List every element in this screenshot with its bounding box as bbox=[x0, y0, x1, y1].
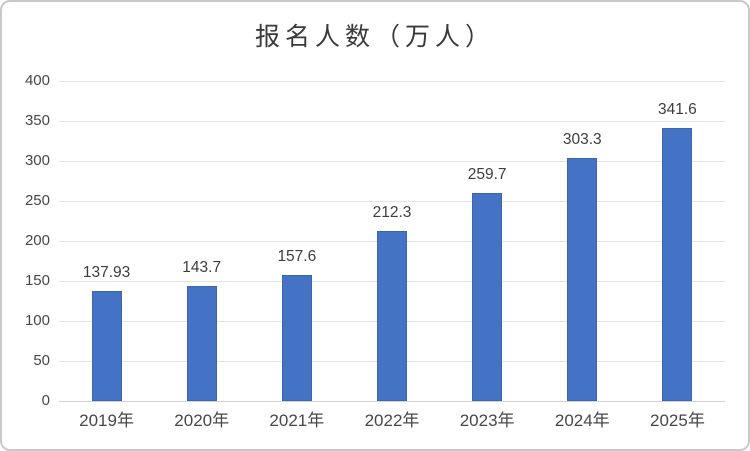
x-axis-line bbox=[59, 400, 725, 402]
bar-value-label: 157.6 bbox=[277, 247, 317, 265]
bar-value-label: 341.6 bbox=[658, 100, 697, 118]
bar-value-label: 212.3 bbox=[372, 204, 412, 222]
x-axis-tick-label: 2020年 bbox=[174, 411, 230, 430]
bar-value-label: 137.93 bbox=[82, 263, 131, 281]
y-axis-tick-label: 250 bbox=[24, 192, 50, 209]
y-axis-tick-label: 50 bbox=[33, 352, 50, 369]
bar-2024年 bbox=[567, 158, 598, 401]
bar-2025年 bbox=[662, 127, 693, 401]
x-axis-tick-label: 2019年 bbox=[79, 411, 134, 430]
bar-2023年 bbox=[472, 193, 503, 401]
gridline bbox=[59, 120, 725, 122]
x-axis-tick-label: 2025年 bbox=[650, 411, 705, 430]
bar-value-label: 143.7 bbox=[182, 259, 222, 277]
y-axis-tick-label: 350 bbox=[24, 112, 50, 129]
bar-value-label: 303.3 bbox=[562, 131, 602, 149]
x-axis-tick-label: 2023年 bbox=[459, 411, 515, 430]
y-axis-tick-label: 200 bbox=[24, 232, 50, 249]
bar-2019年 bbox=[91, 290, 122, 401]
bar-2021年 bbox=[281, 274, 312, 401]
gridline bbox=[59, 80, 725, 82]
gridline bbox=[59, 200, 725, 202]
chart-title: 报名人数（万人） bbox=[254, 24, 495, 51]
x-axis-tick-label: 2021年 bbox=[269, 411, 325, 430]
y-axis-tick-label: 100 bbox=[24, 312, 50, 329]
x-axis-tick-label: 2022年 bbox=[364, 411, 420, 430]
gridline bbox=[59, 160, 725, 162]
y-axis-tick-label: 0 bbox=[41, 392, 50, 409]
bar-2022年 bbox=[377, 231, 407, 401]
y-axis-tick-label: 400 bbox=[24, 72, 50, 89]
y-axis-tick-label: 150 bbox=[24, 272, 50, 289]
x-axis-tick-label: 2024年 bbox=[554, 411, 610, 430]
y-axis-tick-label: 300 bbox=[24, 152, 50, 169]
bar-value-label: 259.7 bbox=[467, 166, 507, 184]
bar-2020年 bbox=[186, 286, 217, 401]
